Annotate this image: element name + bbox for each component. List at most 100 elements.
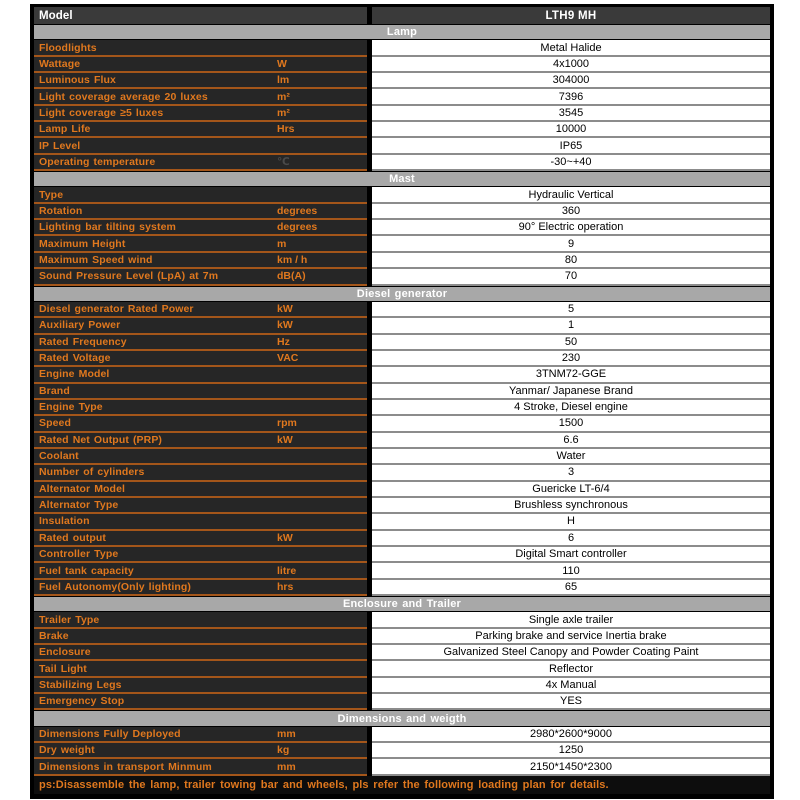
row-unit: dB(A)	[277, 270, 306, 283]
column-divider	[367, 497, 372, 515]
table-row: Lamp Life Hrs 10000	[34, 122, 770, 139]
row-label-cell: Luminous Flux lm	[34, 73, 367, 90]
row-label: Luminous Flux	[39, 74, 116, 87]
table-row: Diesel generator Rated Power kW 5	[34, 301, 770, 319]
row-unit: kg	[277, 744, 290, 757]
row-label-cell: Rated output kW	[34, 530, 367, 547]
row-label-cell: Enclosure	[34, 645, 367, 662]
row-value: 3	[372, 465, 770, 482]
row-label-cell: Controller Type	[34, 547, 367, 564]
row-label: Insulation	[39, 515, 90, 528]
row-value: Parking brake and service Inertia brake	[372, 628, 770, 646]
column-divider	[367, 40, 372, 57]
column-divider	[367, 743, 372, 760]
row-label-cell: Maximum Height m	[34, 236, 367, 253]
table-row: Speed rpm 1500	[34, 416, 770, 433]
column-divider	[367, 448, 372, 466]
table-row: Dry weight kg 1250	[34, 743, 770, 760]
column-divider	[367, 105, 372, 123]
table-row: Insulation H	[34, 514, 770, 531]
row-value: 9	[372, 236, 770, 253]
row-value: Guericke LT-6/4	[372, 481, 770, 498]
row-value: 80	[372, 252, 770, 270]
row-label-cell: Wattage W	[34, 56, 367, 74]
row-unit: Hrs	[277, 123, 295, 136]
row-value: 230	[372, 350, 770, 368]
column-divider	[367, 350, 372, 368]
row-value: 1500	[372, 416, 770, 433]
row-label: Rated Frequency	[39, 335, 127, 348]
row-value: 65	[372, 579, 770, 597]
row-label-cell: Fuel Autonomy(Only lighting) hrs	[34, 579, 367, 597]
row-value: 7396	[372, 89, 770, 106]
table-row: Dimensions Fully Deployed mm 2980*2600*9…	[34, 726, 770, 744]
column-divider	[367, 677, 372, 695]
column-divider	[367, 203, 372, 221]
table-row: Tail Light Reflector	[34, 661, 770, 678]
section-header: Dimensions and weigth	[34, 710, 770, 727]
row-label: IP Level	[39, 139, 81, 152]
row-value: 5	[372, 301, 770, 319]
column-divider	[367, 301, 372, 319]
column-divider	[367, 89, 372, 106]
table-row: Rated output kW 6	[34, 530, 770, 547]
row-label-cell: Speed rpm	[34, 416, 367, 433]
table-row: Alternator Model Guericke LT-6/4	[34, 481, 770, 498]
row-label-cell: Operating temperature ℃	[34, 154, 367, 172]
row-unit: hrs	[277, 580, 294, 593]
row-label-cell: Maximum Speed wind km / h	[34, 252, 367, 270]
row-value: 360	[372, 203, 770, 221]
row-label-cell: Stabilizing Legs	[34, 677, 367, 695]
row-label: Brand	[39, 384, 70, 397]
row-value: 3545	[372, 105, 770, 123]
row-label-cell: Diesel generator Rated Power kW	[34, 301, 367, 319]
row-label: Maximum Height	[39, 237, 126, 250]
row-unit: mm	[277, 760, 296, 773]
row-label: Number of cylinders	[39, 466, 145, 479]
row-unit: m²	[277, 106, 290, 119]
table-row: Brake Parking brake and service Inertia …	[34, 628, 770, 646]
row-value: 2150*1450*2300	[372, 759, 770, 776]
row-label-cell: Engine Model	[34, 367, 367, 384]
table-body: Lamp Floodlights Metal Halide Wattage W …	[34, 24, 770, 776]
row-unit: rpm	[277, 417, 297, 430]
row-value: 4x1000	[372, 56, 770, 74]
row-value: 4x Manual	[372, 677, 770, 695]
table-row: Engine Type 4 Stroke, Diesel engine	[34, 399, 770, 417]
row-label: Lamp Life	[39, 123, 91, 136]
row-unit: lm	[277, 74, 290, 87]
column-divider	[367, 236, 372, 253]
section-header: Mast	[34, 171, 770, 188]
row-label: Dry weight	[39, 744, 95, 757]
column-divider	[367, 563, 372, 580]
row-label-cell: Coolant	[34, 448, 367, 466]
row-value: 1	[372, 318, 770, 335]
table-row: Fuel Autonomy(Only lighting) hrs 65	[34, 579, 770, 597]
column-divider	[367, 416, 372, 433]
column-divider	[367, 547, 372, 564]
row-unit: VAC	[277, 352, 299, 365]
row-label-cell: Lamp Life Hrs	[34, 122, 367, 139]
column-divider	[367, 367, 372, 384]
row-value: 10000	[372, 122, 770, 139]
row-label: Maximum Speed wind	[39, 253, 153, 266]
column-divider	[367, 726, 372, 744]
row-value: H	[372, 514, 770, 531]
table-row: Lighting bar tilting system degrees 90° …	[34, 220, 770, 237]
row-label: Alternator Model	[39, 482, 126, 495]
row-value: IP65	[372, 138, 770, 155]
table-row: Light coverage ≥5 luxes m² 3545	[34, 105, 770, 123]
column-divider	[367, 122, 372, 139]
table-row: Luminous Flux lm 304000	[34, 73, 770, 90]
row-label-cell: Brand	[34, 383, 367, 400]
table-row: Maximum Height m 9	[34, 236, 770, 253]
row-value: 6	[372, 530, 770, 547]
column-divider	[367, 334, 372, 351]
column-divider	[367, 628, 372, 646]
row-label: Trailer Type	[39, 613, 100, 626]
column-divider	[367, 481, 372, 498]
row-label: Speed	[39, 417, 72, 430]
row-value: 304000	[372, 73, 770, 90]
row-value: YES	[372, 694, 770, 711]
row-unit: ℃	[277, 155, 290, 168]
